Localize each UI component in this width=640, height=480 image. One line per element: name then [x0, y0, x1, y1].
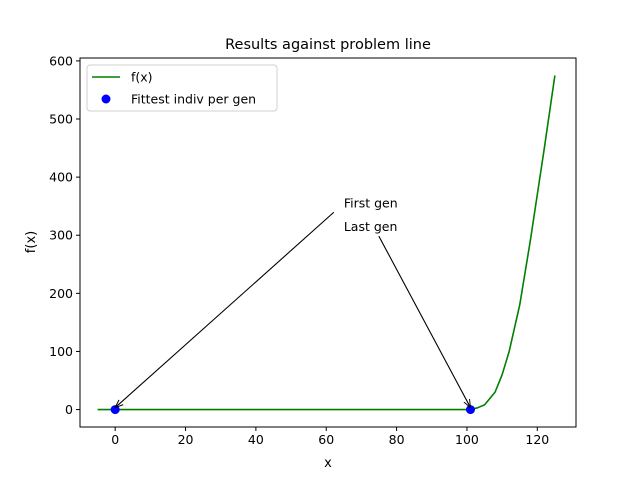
annotation-arrow: [378, 235, 471, 407]
y-tick-label: 200: [49, 286, 73, 301]
x-tick-label: 100: [455, 432, 479, 447]
x-tick-label: 60: [318, 432, 334, 447]
legend-dot-swatch: [101, 94, 111, 104]
axes: 0 20 40 60 80 100 120 0 100 200 300 400 500 600: [49, 53, 549, 447]
y-tick-label: 600: [49, 53, 73, 68]
y-tick-label: 500: [49, 112, 73, 127]
x-tick-label: 40: [248, 432, 264, 447]
legend-label: Fittest indiv per gen: [131, 92, 256, 107]
x-axis-label: x: [324, 456, 332, 471]
x-tick-label: 20: [178, 432, 194, 447]
annotation-arrow: [115, 211, 335, 407]
x-tick-label: 0: [111, 432, 119, 447]
annotation-label: Last gen: [344, 219, 398, 234]
y-tick-label: 400: [49, 170, 73, 185]
series-line-fx: [97, 75, 556, 411]
legend: f(x) Fittest indiv per gen: [86, 64, 278, 112]
annotations: First gen Last gen: [115, 195, 470, 407]
x-tick-label: 120: [525, 432, 549, 447]
annotation-label: First gen: [344, 195, 398, 210]
y-axis-label: f(x): [24, 231, 39, 253]
y-tick-label: 100: [49, 344, 73, 359]
x-tick-label: 80: [389, 432, 405, 447]
legend-box: [86, 64, 278, 112]
plot-frame: [79, 57, 577, 428]
y-tick-label: 300: [49, 228, 73, 243]
chart-title: Results against problem line: [225, 37, 431, 53]
y-tick-label: 0: [65, 402, 73, 417]
legend-label: f(x): [131, 70, 153, 85]
fittest-point: [110, 405, 120, 415]
